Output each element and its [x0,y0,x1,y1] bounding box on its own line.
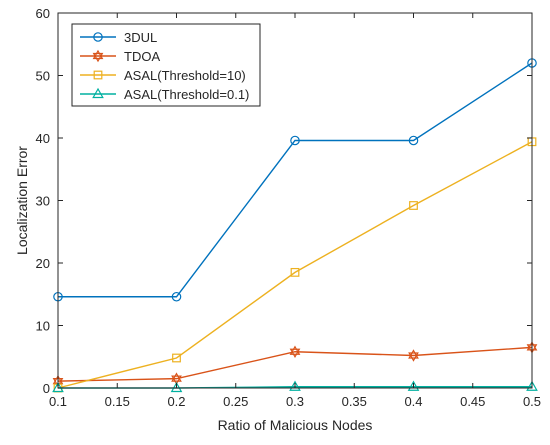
x-tick-label: 0.25 [223,394,248,409]
hexagram-part [171,375,182,385]
x-tick-label: 0.2 [167,394,185,409]
y-tick-label: 20 [36,256,50,271]
hexagram-part [171,372,182,382]
series-line [57,346,533,382]
data-point [290,267,300,277]
hexagram-part [408,349,419,359]
series-layer [52,58,538,393]
legend-label: 3DUL [124,30,157,45]
legend-marker [92,87,104,99]
y-axis-label: Localization Error [14,146,30,255]
hexagram-part [408,352,419,362]
data-point [408,135,419,146]
legend-label: ASAL(Threshold=10) [124,68,246,83]
x-tick-label: 0.15 [105,394,130,409]
legend-marker [93,32,103,42]
data-point [408,349,419,362]
x-tick-label: 0.4 [404,394,422,409]
x-tick-label: 0.35 [342,394,367,409]
ticks-layer: 0.1 0.15 0.2 0.25 0.3 0.35 0.4 0.45 0.5 0 10 20 30 40… [36,6,542,409]
legend-marker [92,49,104,63]
legend-label: ASAL(Threshold=0.1) [124,87,249,102]
hexagram-part [289,348,301,358]
data-point [171,372,182,385]
legend-label: TDOA [124,49,160,64]
series-2 [52,341,538,388]
y-tick-label: 10 [36,319,50,334]
hexagram-part [289,345,301,355]
x-tick-label: 0.45 [460,394,485,409]
data-point [52,381,64,393]
data-point [171,291,182,302]
y-tick-label: 60 [36,6,50,21]
y-tick-label: 30 [36,194,50,209]
data-point [407,380,420,391]
x-tick-label: 0.5 [523,394,541,409]
x-tick-label: 0.3 [286,394,304,409]
x-axis-label: Ratio of Malicious Nodes [218,417,373,433]
x-tick-label: 0.1 [49,394,67,409]
data-point [289,380,301,391]
data-point [170,381,183,393]
series-3 [53,137,537,393]
y-tick-label: 50 [36,69,50,84]
series-line [57,141,533,389]
data-point [526,380,538,391]
legend: 3DUL TDOA ASAL(Threshold=10) ASAL(Threshold… [71,23,261,107]
data-point [172,353,181,363]
data-point [290,135,300,146]
legend-marker [93,70,103,80]
series-line [58,62,533,298]
y-tick-label: 0 [43,381,50,396]
hexagram-part [92,49,104,60]
hexagram-part [92,52,104,63]
data-point [409,201,418,210]
data-point [289,345,301,358]
y-tick-label: 40 [36,131,50,146]
